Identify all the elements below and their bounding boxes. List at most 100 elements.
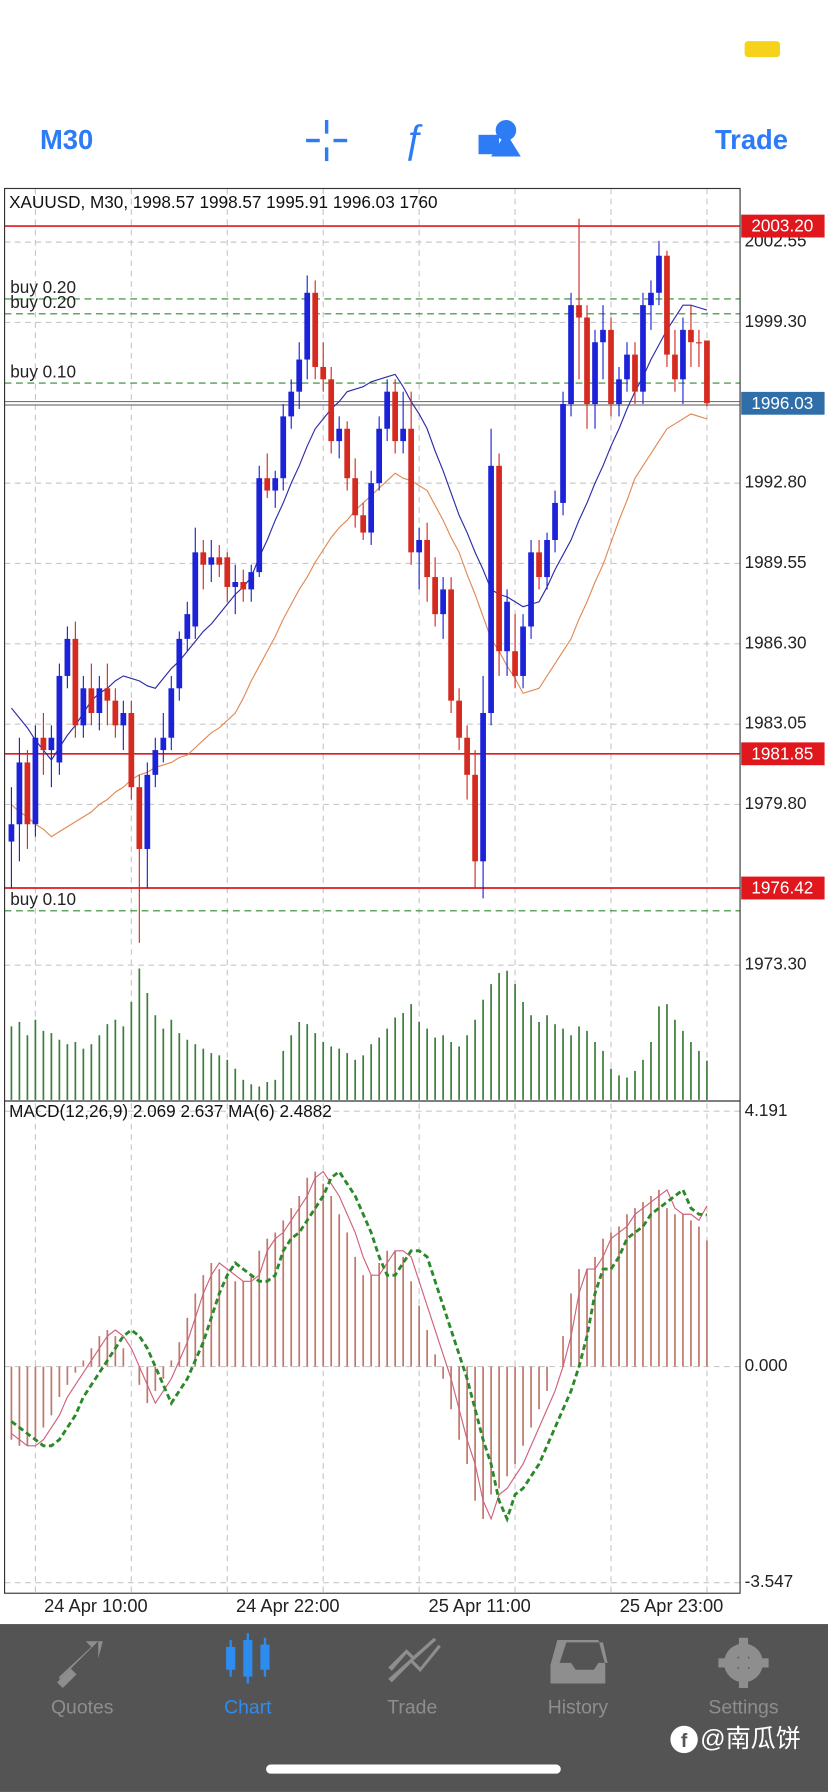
candle-body — [360, 515, 367, 533]
y-tick-label: 1986.30 — [745, 632, 807, 652]
order-label: buy 0.10 — [10, 889, 76, 909]
tab-label[interactable]: Quotes — [51, 1697, 114, 1719]
level-label-bg — [741, 876, 825, 900]
chart-title: XAUUSD, M30, 1998.57 1998.57 1995.91 199… — [9, 192, 437, 212]
level-label: 1981.85 — [751, 743, 813, 763]
candle-body — [408, 428, 414, 553]
current-price-label: 1996.03 — [751, 393, 813, 413]
candle-body — [384, 391, 391, 429]
history-icon[interactable] — [550, 1640, 608, 1684]
timeframe-button[interactable]: M30 — [40, 124, 93, 155]
order-label: buy 0.20 — [10, 277, 76, 297]
y-tick-label: 1992.80 — [745, 472, 807, 492]
candle-body — [376, 428, 383, 484]
candle-body — [680, 329, 686, 380]
candle-body — [456, 700, 462, 738]
candle-body — [504, 601, 510, 652]
objects-button[interactable] — [478, 119, 521, 157]
settings-icon[interactable] — [718, 1637, 769, 1689]
watermark-text: @南瓜饼 — [700, 1725, 801, 1753]
candle-body — [632, 354, 638, 392]
candle-body — [528, 552, 534, 627]
candle-body — [48, 737, 55, 751]
candle-body — [344, 428, 351, 479]
candle-body — [696, 342, 702, 344]
y-tick-label: 1989.55 — [745, 552, 807, 572]
candle-body — [320, 366, 327, 380]
candle-body — [88, 688, 95, 714]
chart-icon[interactable] — [226, 1633, 270, 1684]
candle-body — [368, 483, 375, 533]
candle-body — [608, 329, 614, 405]
candle-body — [280, 416, 287, 479]
trade-button[interactable]: Trade — [715, 124, 788, 155]
candle-body — [152, 750, 159, 775]
y-tick-label: 4.191 — [745, 1100, 788, 1120]
y-tick-label: 1973.30 — [745, 954, 807, 974]
candle-body — [96, 688, 103, 714]
candle-body — [136, 787, 143, 849]
candle-body — [416, 539, 422, 553]
tab-icons — [57, 1633, 769, 1689]
candle-body — [616, 379, 622, 405]
candle-body — [208, 557, 215, 565]
candle-body — [352, 478, 359, 516]
candle-body — [664, 255, 670, 355]
quotes-icon[interactable] — [57, 1641, 103, 1689]
y-tick-label: -3.547 — [745, 1571, 794, 1591]
candle-body — [144, 774, 151, 849]
macd-line — [11, 1170, 708, 1521]
candle-body — [328, 379, 335, 442]
candle-body — [160, 737, 167, 751]
trade-icon[interactable] — [388, 1637, 441, 1683]
tab-label[interactable]: Chart — [224, 1697, 272, 1719]
tab-label[interactable]: Settings — [708, 1697, 778, 1719]
candle-body — [648, 292, 654, 306]
candle-body — [432, 577, 438, 615]
watermark-icon-letter: f — [681, 1730, 688, 1752]
tab-label[interactable]: History — [548, 1697, 609, 1719]
chart: 2002.551999.301992.801989.551986.301983.… — [4, 188, 825, 1616]
candle-body — [248, 572, 255, 590]
order-label: buy 0.20 — [10, 292, 76, 312]
candle-body — [40, 737, 47, 751]
candle-body — [256, 478, 263, 573]
candle-body — [688, 329, 694, 343]
crosshair-button[interactable] — [306, 119, 348, 162]
candle-body — [392, 391, 399, 442]
candle-body — [216, 557, 223, 565]
x-tick-label: 24 Apr 22:00 — [236, 1595, 340, 1616]
candle-body — [472, 774, 478, 862]
candle-body — [576, 305, 582, 318]
watermark: f @南瓜饼 — [670, 1725, 801, 1753]
candle-body — [264, 478, 271, 491]
indicator-button[interactable]: ƒ — [403, 118, 425, 162]
candle-body — [512, 651, 518, 676]
candle-body — [72, 638, 79, 726]
candle-body — [232, 582, 239, 587]
candle-body — [312, 292, 319, 367]
candle-body — [544, 539, 550, 578]
candle-body — [120, 713, 127, 726]
order-label: buy 0.10 — [10, 361, 76, 381]
x-tick-label: 25 Apr 11:00 — [429, 1595, 531, 1616]
candle-body — [464, 737, 470, 775]
candle-body — [16, 762, 23, 825]
candle-body — [560, 404, 566, 503]
candle-body — [128, 713, 135, 788]
candle-body — [552, 502, 558, 540]
candle-body — [80, 688, 87, 726]
x-tick-label: 25 Apr 23:00 — [620, 1595, 724, 1616]
candle-body — [176, 638, 183, 689]
candle-body — [520, 626, 526, 676]
level-label: 1976.42 — [751, 878, 813, 898]
candle-body — [296, 359, 303, 392]
y-tick-label: 1983.05 — [745, 713, 807, 733]
candle-body — [168, 688, 175, 738]
tab-label[interactable]: Trade — [387, 1697, 437, 1719]
candle-body — [488, 465, 494, 714]
candle-body — [592, 342, 598, 405]
y-tick-label: 1979.80 — [745, 793, 807, 813]
